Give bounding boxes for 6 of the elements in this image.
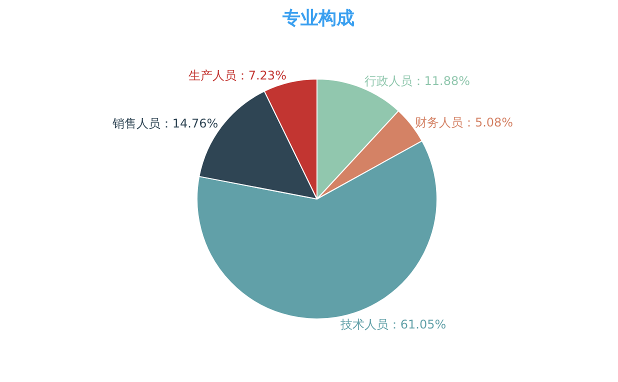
- slice-label: 财务人员：5.08%: [414, 115, 514, 130]
- slice-label: 销售人员：14.76%: [111, 116, 218, 131]
- slice-label: 技术人员：61.05%: [339, 317, 446, 332]
- slice-label: 生产人员：7.23%: [188, 68, 286, 82]
- slice-label: 行政人员：11.88%: [364, 74, 470, 88]
- chart-title: 专业构成: [281, 8, 354, 30]
